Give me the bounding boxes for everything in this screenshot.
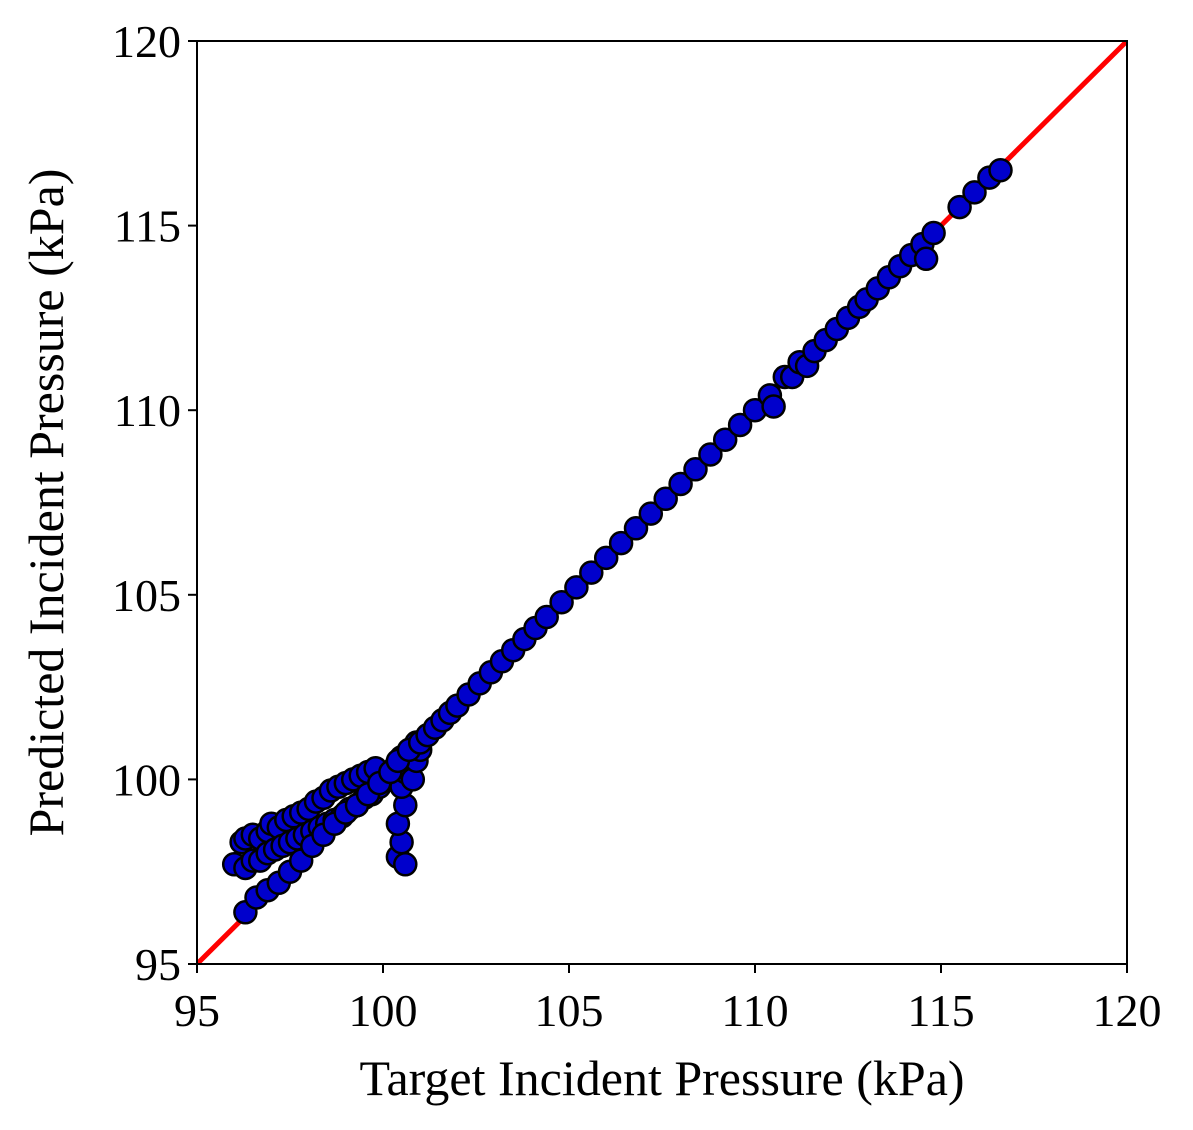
y-tick-label: 105: [112, 570, 181, 621]
x-tick-label: 105: [535, 985, 604, 1036]
data-point: [913, 246, 939, 272]
y-tick-label: 115: [114, 201, 181, 252]
x-tick-label: 120: [1093, 985, 1162, 1036]
y-axis-label: Predicted Incident Pressure (kPa): [18, 169, 74, 837]
data-point: [921, 220, 946, 246]
x-tick-label: 110: [721, 985, 788, 1036]
y-tick-label: 110: [114, 385, 181, 436]
data-point: [962, 180, 987, 205]
data-point: [593, 545, 619, 571]
data-point: [549, 589, 574, 615]
data-point: [683, 457, 708, 482]
x-tick-label: 115: [907, 985, 974, 1036]
data-point: [608, 530, 634, 556]
y-axis-ticks: 95 100 105 110 115 120: [112, 16, 197, 990]
data-point: [393, 852, 418, 877]
y-tick-label: 120: [112, 16, 181, 67]
data-point: [988, 157, 1013, 183]
data-point: [668, 471, 693, 497]
data-point: [698, 442, 723, 467]
x-tick-label: 100: [349, 985, 418, 1036]
data-point: [712, 427, 738, 452]
x-tick-label: 95: [174, 985, 220, 1036]
data-point: [623, 516, 649, 541]
x-axis-label: Target Incident Pressure (kPa): [359, 1050, 964, 1106]
plot-frame: [196, 40, 1128, 965]
data-point: [947, 194, 972, 220]
y-tick-label: 100: [112, 754, 181, 805]
data-points-layer: [221, 157, 1013, 925]
data-point: [638, 501, 664, 526]
data-point: [564, 575, 589, 600]
data-point: [653, 486, 678, 512]
data-point: [761, 394, 786, 419]
x-axis-ticks: 95 100 105 110 115 120: [174, 964, 1162, 1036]
data-point: [727, 412, 753, 438]
data-point: [579, 560, 604, 585]
data-point: [534, 604, 559, 630]
y-tick-label: 95: [135, 939, 181, 990]
